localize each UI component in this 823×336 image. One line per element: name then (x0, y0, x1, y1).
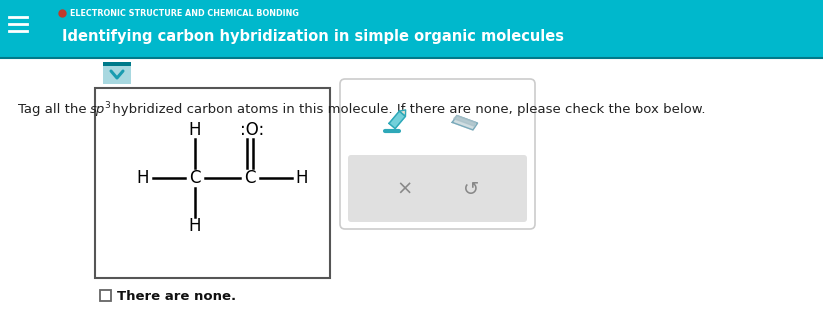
Text: H: H (188, 217, 202, 235)
Text: :O:: :O: (239, 121, 264, 139)
Polygon shape (389, 111, 406, 129)
Text: ELECTRONIC STRUCTURE AND CHEMICAL BONDING: ELECTRONIC STRUCTURE AND CHEMICAL BONDIN… (70, 8, 299, 17)
FancyBboxPatch shape (348, 155, 527, 222)
Text: hybridized carbon atoms in this molecule. If there are none, please check the bo: hybridized carbon atoms in this molecule… (108, 103, 705, 117)
Text: Tag all the: Tag all the (18, 103, 91, 117)
Text: H: H (137, 169, 149, 187)
Text: H: H (295, 169, 309, 187)
FancyBboxPatch shape (340, 79, 535, 229)
Text: There are none.: There are none. (117, 290, 236, 302)
Text: C: C (244, 169, 256, 187)
Text: C: C (189, 169, 201, 187)
Text: H: H (188, 121, 202, 139)
Polygon shape (453, 116, 476, 126)
Bar (95, 88, 330, 278)
Text: Identifying carbon hybridization in simple organic molecules: Identifying carbon hybridization in simp… (62, 30, 564, 44)
Bar (100, 290, 111, 301)
Text: sp: sp (90, 103, 105, 117)
Polygon shape (453, 116, 477, 130)
Text: 3: 3 (104, 101, 109, 110)
Text: ↺: ↺ (463, 179, 479, 199)
Polygon shape (399, 110, 406, 116)
Bar (103, 66, 131, 84)
Bar (103, 62, 131, 66)
Bar (0, 0, 823, 58)
Text: ×: × (396, 179, 412, 199)
